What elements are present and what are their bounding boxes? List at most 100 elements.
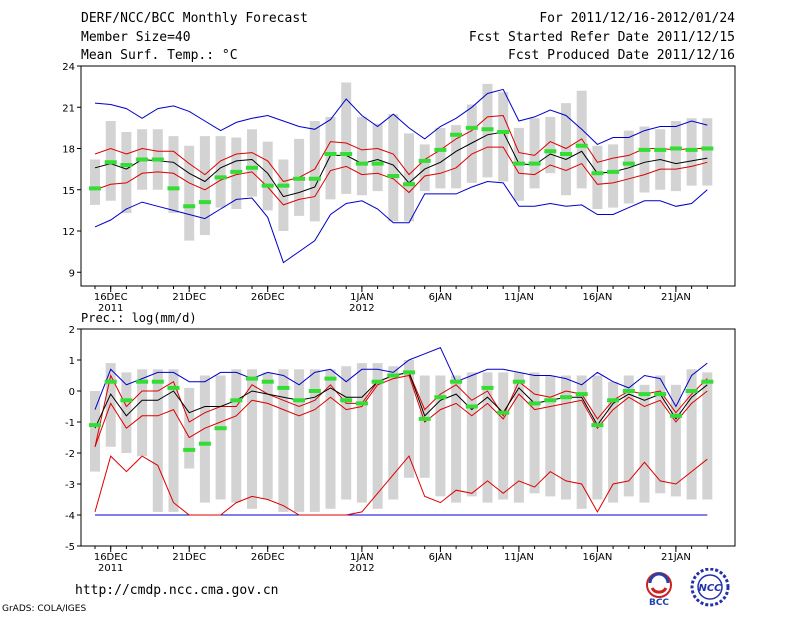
quartile-box [168, 369, 179, 512]
median-mark [120, 163, 133, 167]
quartile-box [121, 372, 132, 453]
sd-lower-line [94, 146, 708, 206]
median-mark [340, 398, 353, 403]
quartile-box [435, 127, 446, 189]
quartile-box [325, 369, 336, 509]
max-line [94, 88, 708, 145]
median-mark [151, 157, 164, 162]
ncc-logo-text: NCC [698, 583, 722, 594]
x-tick-label: 16DEC [94, 552, 128, 563]
median-mark [512, 379, 525, 384]
median-mark [560, 395, 572, 400]
median-mark [403, 182, 415, 187]
median-mark [246, 165, 258, 170]
quartile-box [199, 375, 210, 503]
max-line [94, 346, 708, 410]
quartile-box [184, 145, 195, 241]
x-tick-label: 21JAN [661, 552, 691, 563]
quartile-box [608, 144, 619, 208]
x-tick-label: 16DEC [94, 292, 128, 303]
quartile-box [105, 363, 116, 447]
median-mark [183, 447, 196, 452]
quartile-box [184, 387, 195, 469]
x-tick-label: 6JAN [429, 292, 452, 303]
quartile-box [90, 159, 100, 205]
quartile-box [639, 126, 650, 193]
quartile-box [451, 125, 462, 189]
median-mark [324, 152, 337, 156]
median-mark [230, 169, 243, 174]
forecast-period: For 2011/12/16-2012/01/24 [539, 11, 735, 26]
x-tick-label: 21JAN [661, 292, 691, 303]
median-mark [308, 176, 321, 181]
quartile-box [121, 132, 132, 214]
median-mark [544, 398, 557, 403]
member-size: Member Size=40 [81, 30, 191, 45]
quartile-box [231, 369, 242, 503]
y-tick-label: 18 [62, 145, 75, 156]
produced-date: Fcst Produced Date 2011/12/16 [508, 48, 735, 63]
x-tick-label: 1JAN [350, 552, 373, 563]
median-mark [246, 376, 258, 381]
x-tick-label: 26DEC [251, 552, 285, 563]
x-tick-year: 2012 [349, 303, 374, 314]
median-mark [104, 379, 117, 384]
source-url[interactable]: http://cmdp.ncc.cma.gov.cn [75, 583, 279, 598]
median-mark [701, 146, 714, 151]
x-tick-label: 11JAN [504, 292, 534, 303]
median-mark [465, 404, 478, 409]
quartile-box [608, 381, 619, 503]
y-tick-label: -5 [65, 542, 75, 553]
quartile-box [561, 103, 571, 196]
median-mark [324, 376, 337, 381]
quartile-box [215, 375, 226, 500]
median-mark [622, 161, 635, 166]
quartile-box [545, 375, 556, 497]
quartile-box [529, 372, 540, 494]
quartile-box [356, 116, 367, 196]
quartile-box [592, 145, 603, 209]
y-tick-label: 24 [62, 62, 75, 73]
quartile-box [372, 123, 383, 192]
quartile-box [341, 82, 352, 194]
median-mark [434, 395, 447, 400]
median-mark [654, 392, 667, 397]
quartile-box [168, 136, 179, 214]
quartile-box [388, 114, 399, 222]
median-mark [136, 379, 149, 384]
x-tick-label: 16JAN [582, 552, 612, 563]
plot-frame [80, 328, 736, 547]
x-tick-label: 11JAN [504, 552, 534, 563]
median-mark [701, 379, 714, 384]
precip-panel-title: Prec.: log(mm/d) [81, 311, 197, 325]
quartile-box [670, 384, 681, 497]
quartile-box [435, 375, 446, 497]
median-mark [669, 413, 682, 418]
quartile-box [325, 116, 336, 200]
quartile-box [466, 372, 477, 497]
x-tick-label: 1JAN [350, 292, 373, 303]
median-mark [293, 398, 306, 403]
quartile-box [561, 375, 571, 500]
median-mark [167, 385, 180, 390]
variable-label: Mean Surf. Temp.: °C [81, 48, 238, 63]
min-line [94, 180, 708, 264]
x-tick-label: 6JAN [429, 552, 452, 563]
median-mark [120, 398, 133, 403]
median-mark [167, 186, 180, 191]
quartile-box [372, 363, 383, 509]
median-mark [465, 125, 478, 130]
quartile-box [309, 369, 320, 512]
y-tick-label: 21 [62, 103, 75, 114]
quartile-box [152, 369, 163, 512]
median-mark [450, 379, 463, 384]
mean-line [94, 371, 708, 429]
mean-line [94, 131, 708, 198]
median-mark [481, 385, 494, 390]
median-mark [340, 152, 353, 156]
quartile-box [670, 121, 681, 192]
quartile-box [482, 372, 493, 503]
median-mark [528, 161, 541, 166]
quartile-box [247, 369, 257, 509]
